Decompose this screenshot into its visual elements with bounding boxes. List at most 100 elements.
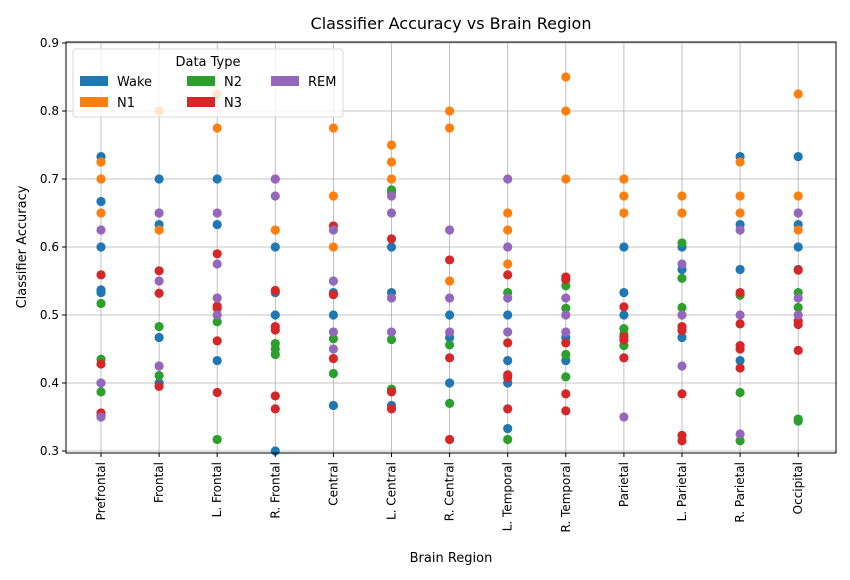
data-point bbox=[212, 259, 222, 269]
data-point bbox=[386, 404, 397, 414]
data-point bbox=[328, 368, 338, 379]
data-point bbox=[270, 242, 280, 252]
x-tick-label: L. Temporal bbox=[501, 462, 515, 531]
data-point bbox=[735, 344, 745, 354]
data-point bbox=[154, 174, 164, 184]
data-point bbox=[328, 344, 338, 354]
x-tick-label: L. Frontal bbox=[210, 462, 224, 517]
data-point bbox=[619, 242, 629, 252]
data-point bbox=[328, 191, 338, 201]
x-tick-label: Parietal bbox=[617, 462, 631, 507]
data-point bbox=[212, 249, 222, 259]
data-point bbox=[154, 361, 164, 371]
data-point bbox=[328, 123, 338, 133]
data-point bbox=[561, 293, 571, 303]
data-point bbox=[212, 310, 222, 320]
data-point bbox=[619, 191, 629, 201]
legend-label: N1 bbox=[117, 96, 135, 111]
data-point bbox=[503, 327, 513, 337]
data-point bbox=[677, 361, 687, 371]
data-point bbox=[154, 370, 164, 381]
data-point bbox=[677, 326, 687, 336]
data-point bbox=[793, 208, 803, 218]
data-point bbox=[793, 416, 803, 426]
data-point bbox=[445, 225, 455, 235]
legend-swatch bbox=[80, 97, 108, 107]
data-point bbox=[386, 191, 397, 201]
data-point bbox=[154, 321, 164, 332]
data-point bbox=[96, 225, 106, 235]
data-point bbox=[386, 334, 397, 345]
data-point bbox=[212, 208, 222, 218]
data-point bbox=[503, 338, 513, 348]
data-point bbox=[503, 242, 513, 252]
data-point bbox=[503, 208, 513, 218]
data-point bbox=[793, 319, 803, 330]
data-point bbox=[212, 293, 222, 303]
data-point bbox=[793, 191, 803, 201]
data-point bbox=[445, 327, 455, 337]
data-point bbox=[735, 191, 745, 201]
data-point bbox=[212, 387, 222, 398]
data-point bbox=[445, 353, 455, 363]
x-axis-title: Brain Region bbox=[410, 551, 493, 566]
data-point bbox=[561, 327, 571, 337]
data-point bbox=[96, 196, 106, 207]
data-point bbox=[96, 287, 106, 298]
data-point bbox=[328, 327, 338, 337]
y-axis-ticks: 0.3 0.4 0.5 0.6 0.7 0.8 0.9 bbox=[40, 36, 66, 458]
data-point bbox=[793, 310, 803, 320]
x-tick-label: Frontal bbox=[152, 462, 166, 503]
data-point bbox=[154, 381, 164, 391]
data-point bbox=[619, 335, 629, 345]
data-point bbox=[328, 310, 338, 320]
data-point bbox=[561, 389, 571, 399]
data-point bbox=[212, 174, 222, 184]
legend-swatch bbox=[187, 76, 215, 86]
data-point bbox=[619, 208, 629, 218]
data-point bbox=[735, 355, 745, 366]
data-point bbox=[212, 123, 222, 133]
data-point bbox=[561, 106, 571, 116]
data-point bbox=[793, 225, 803, 235]
data-point bbox=[793, 302, 803, 313]
data-point bbox=[328, 400, 338, 411]
data-point bbox=[154, 332, 164, 343]
data-point bbox=[793, 265, 803, 275]
data-point bbox=[735, 287, 745, 298]
data-point bbox=[503, 270, 513, 280]
data-point bbox=[328, 353, 338, 364]
data-point bbox=[445, 123, 455, 133]
data-point bbox=[735, 310, 745, 320]
data-point bbox=[619, 302, 629, 312]
data-point bbox=[735, 157, 745, 167]
data-point bbox=[154, 266, 164, 276]
data-point bbox=[561, 372, 571, 382]
data-point bbox=[677, 259, 687, 269]
data-point bbox=[735, 429, 745, 439]
data-point bbox=[677, 436, 687, 446]
data-point bbox=[793, 293, 803, 303]
data-point bbox=[212, 219, 222, 230]
data-point bbox=[735, 225, 745, 235]
legend-swatch bbox=[187, 97, 215, 107]
data-point bbox=[503, 434, 513, 445]
data-point bbox=[503, 225, 513, 235]
x-tick-label: Prefrontal bbox=[94, 462, 108, 520]
data-point bbox=[270, 174, 280, 184]
y-tick-label: 0.9 bbox=[40, 36, 59, 50]
data-point bbox=[212, 336, 222, 346]
data-point bbox=[503, 355, 513, 366]
data-point bbox=[503, 259, 513, 269]
data-point bbox=[154, 276, 164, 286]
y-tick-label: 0.8 bbox=[40, 104, 59, 118]
data-point bbox=[677, 389, 687, 399]
data-point bbox=[445, 293, 455, 303]
data-point bbox=[270, 310, 280, 320]
data-point bbox=[445, 378, 455, 388]
data-point bbox=[445, 340, 455, 350]
y-tick-label: 0.6 bbox=[40, 240, 59, 254]
data-point bbox=[386, 327, 397, 337]
data-point bbox=[735, 208, 745, 218]
data-point bbox=[154, 225, 164, 235]
